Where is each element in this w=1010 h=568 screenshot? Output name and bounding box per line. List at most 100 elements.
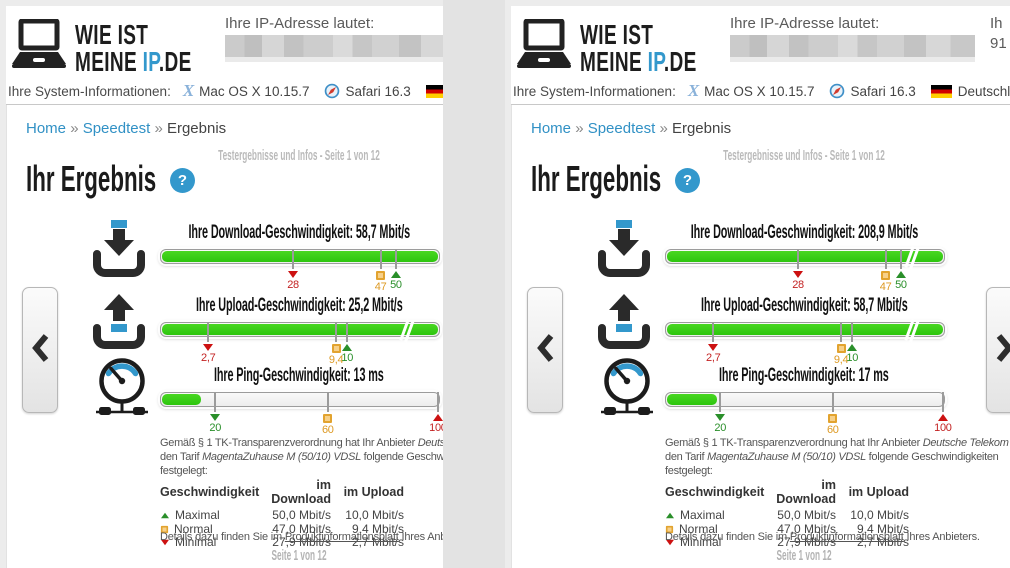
germany-flag-icon bbox=[930, 84, 952, 98]
normal-threshold-icon bbox=[836, 344, 846, 353]
country-name: Deutschland bbox=[957, 83, 1010, 99]
table-row: Normal 47,0 Mbit/s 9,4 Mbit/s bbox=[665, 522, 909, 537]
breadcrumb: Home » Speedtest » Ergebnis bbox=[531, 120, 731, 137]
download-icon bbox=[597, 220, 651, 287]
download-bar: 28 47 50 bbox=[160, 249, 440, 293]
upload-bar: 2,7 9,4 10 bbox=[160, 319, 440, 366]
max-threshold-icon bbox=[161, 512, 169, 519]
carousel-prev-button[interactable] bbox=[527, 287, 563, 413]
speedtest-result-panel-right: WIE IST MEINE IP.DE Ihre IP-Adresse laut… bbox=[505, 0, 1010, 568]
site-header: WIE IST MEINE IP.DE Ihre IP-Adresse laut… bbox=[511, 6, 1010, 105]
breadcrumb-speedtest-link[interactable]: Speedtest bbox=[587, 120, 656, 137]
breadcrumb-home-link[interactable]: Home bbox=[26, 120, 67, 137]
download-icon bbox=[92, 220, 146, 287]
chevron-left-icon bbox=[536, 332, 555, 369]
chevron-left-icon bbox=[31, 332, 50, 369]
table-header-row: Geschwindigkeit im Download im Upload bbox=[665, 478, 909, 506]
download-title: Ihre Download-Geschwindigkeit: 58,7 Mbit… bbox=[188, 222, 410, 243]
breadcrumb-separator: » bbox=[575, 120, 584, 137]
ping-icon bbox=[597, 356, 657, 425]
threshold-marker-normal: 9,4 bbox=[824, 322, 858, 366]
safari-browser-icon bbox=[324, 83, 340, 99]
speed-table: Geschwindigkeit im Download im Upload Ma… bbox=[160, 478, 404, 550]
threshold-marker-bad: 100 bbox=[421, 392, 443, 434]
product-info-link[interactable]: Produktinformationsblatt bbox=[284, 531, 399, 543]
normal-threshold-icon bbox=[160, 525, 169, 533]
page-title: Ihr Ergebnis bbox=[531, 158, 662, 199]
speed-table: Geschwindigkeit im Download im Upload Ma… bbox=[665, 478, 909, 550]
min-threshold-icon bbox=[288, 271, 299, 278]
carousel-next-button[interactable] bbox=[986, 287, 1010, 413]
chevron-right-icon bbox=[995, 332, 1010, 369]
max-threshold-icon bbox=[666, 512, 674, 519]
ip-address-redacted bbox=[730, 35, 975, 57]
threshold-marker-minimal: 2,7 bbox=[191, 322, 225, 364]
threshold-marker-good: 20 bbox=[198, 392, 232, 434]
ping-title: Ihre Ping-Geschwindigkeit: 17 ms bbox=[719, 365, 889, 386]
breadcrumb-current: Ergebnis bbox=[166, 120, 227, 137]
laptop-logo-icon bbox=[515, 18, 573, 76]
page-footer-line: Seite 1 von 12 bbox=[776, 547, 832, 564]
germany-flag-icon bbox=[425, 84, 443, 98]
next-column-partial-label: Ih bbox=[990, 15, 1003, 32]
safari-browser-icon bbox=[829, 83, 845, 99]
threshold-marker-minimal: 28 bbox=[781, 249, 815, 291]
breadcrumb-current: Ergebnis bbox=[671, 120, 732, 137]
site-logo[interactable]: WIE IST MEINE IP.DE bbox=[10, 18, 247, 77]
table-row: Minimal 27,9 Mbit/s 2,7 Mbit/s bbox=[160, 535, 404, 550]
os-name: Mac OS X 10.15.7 bbox=[199, 83, 310, 99]
ping-bar-fill bbox=[162, 394, 201, 405]
threshold-marker-normal: 47 bbox=[364, 249, 398, 293]
macos-icon: X bbox=[687, 81, 700, 100]
ip-address-redacted-shadow bbox=[225, 57, 443, 62]
details-line: Details dazu finden Sie im Produktinform… bbox=[160, 531, 443, 543]
laptop-logo-icon bbox=[10, 18, 68, 76]
normal-threshold-icon bbox=[331, 344, 341, 353]
max-threshold-icon bbox=[895, 271, 906, 278]
site-logo[interactable]: WIE IST MEINE IP.DE bbox=[515, 18, 752, 76]
ip-address-redacted bbox=[225, 35, 443, 57]
min-threshold-icon bbox=[203, 344, 214, 351]
breadcrumb-speedtest-link[interactable]: Speedtest bbox=[82, 120, 151, 137]
ip-address-label: Ihre IP-Adresse lautet: bbox=[225, 15, 375, 32]
max-threshold-icon bbox=[390, 271, 401, 278]
normal-threshold-icon bbox=[665, 525, 674, 533]
threshold-marker-normal: 9,4 bbox=[319, 322, 353, 366]
help-icon[interactable]: ? bbox=[675, 168, 700, 193]
breadcrumb-separator: » bbox=[70, 120, 79, 137]
threshold-marker-minimal: 2,7 bbox=[696, 322, 730, 364]
threshold-marker-maximal: 10 bbox=[330, 322, 364, 364]
threshold-marker-minimal: 28 bbox=[276, 249, 310, 291]
product-info-link[interactable]: Produktinformationsblatt bbox=[789, 531, 904, 543]
max-threshold-icon bbox=[342, 344, 353, 351]
threshold-marker-normal: 60 bbox=[816, 392, 850, 436]
upload-icon bbox=[597, 292, 651, 359]
system-info-label: Ihre System-Informationen: bbox=[8, 83, 171, 99]
threshold-marker-normal: 47 bbox=[869, 249, 903, 293]
help-icon[interactable]: ? bbox=[170, 168, 195, 193]
threshold-marker-normal: 60 bbox=[311, 392, 345, 436]
next-column-partial-value: 91 bbox=[990, 35, 1007, 52]
normal-threshold-icon bbox=[881, 271, 891, 280]
table-row: Minimal 27,9 Mbit/s 2,7 Mbit/s bbox=[665, 535, 909, 550]
bad-threshold-icon bbox=[432, 414, 443, 421]
ping-bar: 20 60 100 bbox=[665, 392, 952, 436]
threshold-marker-maximal: 50 bbox=[379, 249, 413, 291]
threshold-marker-maximal: 50 bbox=[884, 249, 918, 291]
breadcrumb-home-link[interactable]: Home bbox=[531, 120, 572, 137]
table-header-row: Geschwindigkeit im Download im Upload bbox=[160, 478, 404, 506]
ip-address-label: Ihre IP-Adresse lautet: bbox=[730, 15, 880, 32]
legal-text: Gemäß § 1 TK-Transparenzverordnung hat I… bbox=[160, 437, 443, 477]
breadcrumb: Home » Speedtest » Ergebnis bbox=[26, 120, 226, 137]
carousel-prev-button[interactable] bbox=[22, 287, 58, 413]
breadcrumb-separator: » bbox=[154, 120, 163, 137]
system-info-bar: Ihre System-Informationen: X Mac OS X 10… bbox=[513, 81, 1010, 101]
download-title: Ihre Download-Geschwindigkeit: 208,9 Mbi… bbox=[690, 222, 918, 243]
table-row: Maximal 50,0 Mbit/s 10,0 Mbit/s bbox=[665, 508, 909, 523]
min-threshold-icon bbox=[666, 539, 674, 546]
normal-threshold-icon bbox=[376, 271, 386, 280]
logo-wordmark: WIE IST MEINE IP.DE bbox=[75, 19, 192, 77]
good-threshold-icon bbox=[210, 414, 221, 421]
ping-bar: 20 60 100 bbox=[160, 392, 443, 436]
good-threshold-icon bbox=[715, 414, 726, 421]
